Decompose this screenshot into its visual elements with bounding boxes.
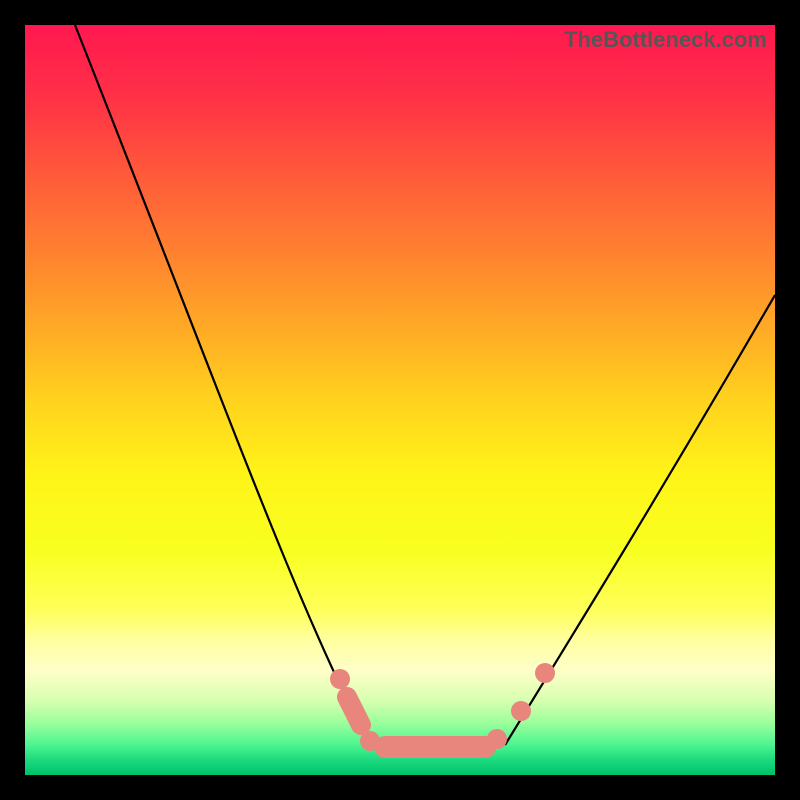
left-curve <box>75 25 370 745</box>
marker-dot <box>535 663 555 683</box>
marker-pill <box>347 697 361 725</box>
bottleneck-curves <box>25 25 775 775</box>
marker-dot <box>511 701 531 721</box>
plot-area: TheBottleneck.com <box>25 25 775 775</box>
marker-dot <box>330 669 350 689</box>
markers <box>330 663 555 751</box>
chart-frame: TheBottleneck.com <box>0 0 800 800</box>
marker-dot <box>487 729 507 749</box>
